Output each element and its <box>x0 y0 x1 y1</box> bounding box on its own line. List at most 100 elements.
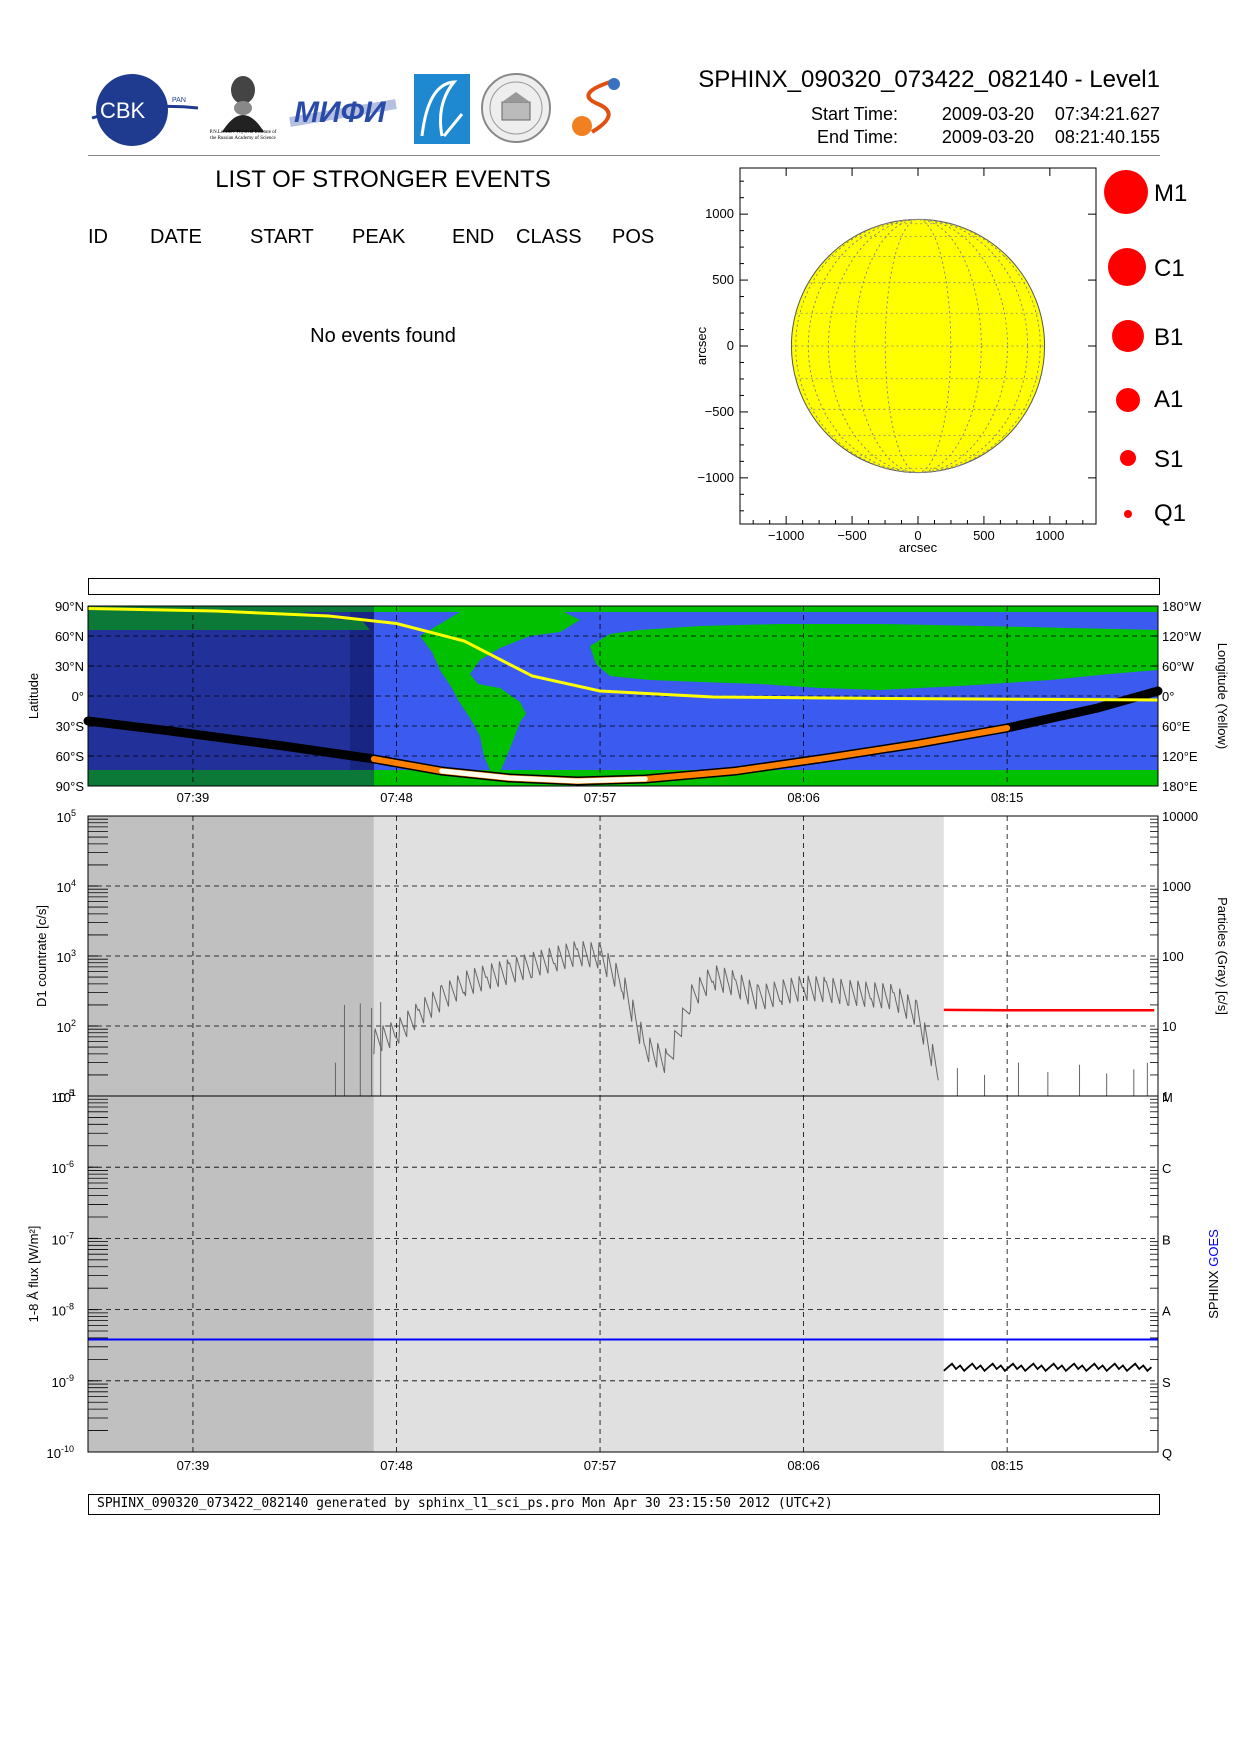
countrate-right-tick-label: 10000 <box>1162 809 1198 824</box>
flux-right-tick-label: A <box>1162 1304 1171 1319</box>
countrate-left-tick-label: 105 <box>57 808 76 825</box>
sun-map-xtick-label: 0 <box>914 528 921 543</box>
countrate-right-tick-label: 100 <box>1162 949 1184 964</box>
start-time: 07:34:21.627 <box>1054 104 1160 124</box>
end-time: 08:21:40.155 <box>1054 127 1160 147</box>
orbit-time-tick-label: 07:39 <box>177 790 210 805</box>
flux-shade <box>88 1096 944 1452</box>
longitude-track <box>87 607 1159 702</box>
legend-dot-m1 <box>1104 170 1148 214</box>
countrate-right-tick-label: 1 <box>1162 1089 1169 1104</box>
flux-left-tick-label: 10-7 <box>52 1230 74 1247</box>
orbit-right-tick-label: 60°W <box>1162 659 1195 674</box>
flux-grid <box>88 1096 1158 1452</box>
events-title: LIST OF STRONGER EVENTS <box>215 166 551 193</box>
flux-series <box>88 1338 1158 1373</box>
svg-text:SPHINX GOES: SPHINX GOES <box>1206 1229 1221 1319</box>
orbit-left-tick-label: 60°N <box>55 629 84 644</box>
legend-label-a1: A1 <box>1154 386 1184 413</box>
legend-dot-q1 <box>1124 510 1132 518</box>
orbit-landmass <box>420 610 580 772</box>
flux-left-tick-label: 10-6 <box>52 1159 74 1176</box>
flux-right-tick-label: C <box>1162 1161 1171 1176</box>
orbit-axes: 90°N 60°N 30°N 0° 30°S 60°S 90°S 180°W 120°W 60°W… <box>55 599 1202 805</box>
flux-right-tick-label: M <box>1162 1090 1173 1105</box>
orbit-right-tick-label: 180°E <box>1162 779 1198 794</box>
footer-text: SPHINX_090320_073422_082140 generated by… <box>97 1496 833 1511</box>
countrate-ylabel-left: D1 countrate [c/s] <box>34 905 49 1007</box>
orbit-landmass <box>88 770 1158 776</box>
end-date: 2009-03-20 <box>941 127 1034 147</box>
end-time-row: End Time: 2009-03-20 08:21:40.155 <box>700 127 1160 148</box>
orbit-left-tick-label: 60°S <box>56 749 85 764</box>
legend-dot-a1 <box>1116 388 1140 412</box>
sun-map-ytick-label: −1000 <box>697 470 734 485</box>
legend-dot-s1 <box>1120 450 1136 466</box>
countrate-line <box>373 941 939 1081</box>
countrate-left-tick-label: 104 <box>57 878 76 895</box>
orbit-ylabel-left: Latitude <box>26 673 41 719</box>
flux-time-tick-label: 08:06 <box>787 1458 820 1473</box>
sun-longitude-line <box>854 219 982 473</box>
orbit-right-tick-label: 120°E <box>1162 749 1198 764</box>
footer-box: SPHINX_090320_073422_082140 generated by… <box>88 1494 1160 1515</box>
lebedev-logo: P.N.Lebedev Physical Institute of the Ru… <box>208 72 278 148</box>
sun-map-ytick-label: 500 <box>712 272 734 287</box>
orbit-time-tick-label: 08:06 <box>787 790 820 805</box>
flux-ylabel-right-goes: GOES <box>1206 1229 1221 1267</box>
sun-map: −1000 −500 0 500 1000 1000 500 0 −500 −1000 arcse… <box>694 167 1097 555</box>
legend-dot-b1 <box>1112 320 1144 352</box>
orbit-landmass <box>88 612 370 630</box>
orbit-landmass <box>620 634 700 646</box>
flux-time-tick-label: 07:57 <box>584 1458 617 1473</box>
orbit-right-tick-label: 0° <box>1162 689 1174 704</box>
orbit-time-tick-label: 07:48 <box>380 790 413 805</box>
orbit-time-tick-label: 08:15 <box>991 790 1024 805</box>
flux-night-shade <box>88 1096 374 1452</box>
flux-ylabel-right-sphinx: SPHINX <box>1206 1270 1221 1319</box>
observatory-seal <box>480 72 552 144</box>
header-divider <box>88 155 1160 156</box>
legend-label-q1: Q1 <box>1154 500 1187 527</box>
legend-label-s1: S1 <box>1154 446 1184 473</box>
lebedev-caption: P.N.Lebedev Physical Institute of the Ru… <box>209 130 277 141</box>
flux-axes: 10-5 10-6 10-7 10-8 10-9 10-10 M C B A S Q 07:39 07:4… <box>47 1088 1173 1473</box>
flux-left-tick-label: 10-9 <box>52 1373 74 1390</box>
sun-map-ylabel: arcsec <box>694 326 709 365</box>
orbit-left-tick-label: 90°N <box>55 599 84 614</box>
countrate-right-tick-label: 1000 <box>1162 879 1191 894</box>
orbit-right-tick-label: 120°W <box>1162 629 1202 644</box>
events-col-date: DATE <box>150 226 202 248</box>
legend-dot-c1 <box>1108 248 1146 286</box>
sun-map-ytick-label: 0 <box>727 338 734 353</box>
countrate-left-tick-label: 103 <box>57 948 76 965</box>
sun-map-xtick-label: −1000 <box>768 528 805 543</box>
start-time-label: Start Time: <box>810 104 898 124</box>
orbit-tracks <box>83 607 1163 786</box>
countrate-grid <box>88 816 1158 1096</box>
events-col-id: ID <box>88 226 108 248</box>
end-time-label: End Time: <box>816 127 898 147</box>
flux-time-tick-label: 07:39 <box>177 1458 210 1473</box>
events-col-class: CLASS <box>516 226 582 248</box>
flux-right-tick-label: B <box>1162 1232 1171 1247</box>
report-title: SPHINX_090320_073422_082140 - Level1 <box>698 66 1160 93</box>
logo-row: CBK PAN P.N.Lebedev Physical Institute o… <box>88 72 648 148</box>
orbit-right-tick-label: 180°W <box>1162 599 1202 614</box>
sun-map-grid <box>790 218 1046 474</box>
orbit-landmass <box>88 606 1158 612</box>
cbk-logo-text: CBK <box>100 98 146 123</box>
size-legend: M1 C1 B1 A1 S1 Q1 <box>1100 160 1200 540</box>
sun-map-xtick-label: −500 <box>837 528 866 543</box>
flux-saa-shade <box>373 1096 944 1452</box>
flux-panel: 10-5 10-6 10-7 10-8 10-9 10-10 M C B A S Q 07:39 07:4… <box>26 1088 1221 1473</box>
legend-label-m1: M1 <box>1154 180 1188 207</box>
no-events-message: No events found <box>310 325 456 347</box>
mifi-logo: МИФИ <box>288 78 398 142</box>
events-col-end: END <box>452 226 495 248</box>
orbit-grid <box>88 606 1158 786</box>
flux-time-tick-label: 08:15 <box>991 1458 1024 1473</box>
mifi-logo-text: МИФИ <box>294 96 387 129</box>
